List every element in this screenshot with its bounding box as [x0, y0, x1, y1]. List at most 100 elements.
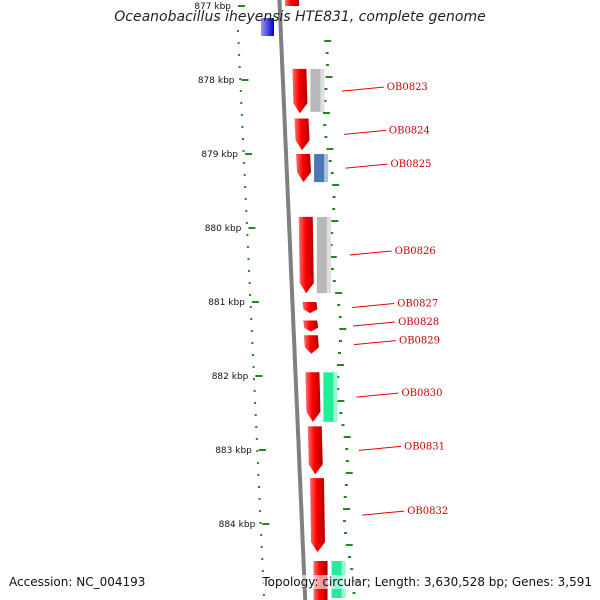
gc-dot [252, 366, 255, 368]
gc-dot [325, 52, 329, 54]
gc-dot [240, 102, 243, 104]
gc-dot [332, 208, 336, 210]
gc-dot [240, 114, 243, 116]
gene-label: OB0831 [404, 441, 445, 452]
gene-fragment-top [285, 0, 299, 6]
gc-dot [323, 100, 327, 102]
gc-dot [345, 544, 353, 546]
gc-dot [241, 126, 244, 128]
gc-dot [350, 568, 354, 570]
gene-arrow-ob0823 [292, 68, 308, 114]
gene-label: OB0823 [387, 82, 428, 93]
gc-dot [337, 400, 345, 402]
genome-summary: Topology: circular; Length: 3,630,528 bp… [262, 575, 592, 589]
gc-dot [243, 174, 246, 176]
gc-dot [255, 426, 258, 428]
gc-dot [250, 318, 253, 320]
gc-dot [239, 90, 242, 92]
gc-dot [254, 414, 257, 416]
scale-tick-label: 883 kbp [215, 446, 252, 456]
gene-leader-line [362, 510, 405, 516]
gc-dot [336, 388, 340, 390]
gc-dot [345, 448, 349, 450]
scale-tick [245, 153, 252, 155]
gc-dot [344, 484, 348, 486]
gc-dot [330, 232, 334, 234]
gene-leader-line [353, 321, 396, 327]
gc-dot [343, 436, 351, 438]
gc-dot [257, 474, 260, 476]
gene-label: OB0832 [407, 506, 448, 517]
scale-tick [251, 301, 259, 303]
gc-dot [323, 124, 327, 126]
gc-dot [330, 268, 334, 270]
gc-dot [238, 66, 241, 68]
gc-dot [251, 342, 254, 344]
gene-label: OB0824 [389, 125, 430, 136]
scale-tick-label: 877 kbp [194, 2, 231, 12]
cog-block-shine [326, 216, 331, 294]
gc-dot [345, 460, 349, 462]
gene-leader-line [349, 250, 392, 256]
gene-arrow-ob0826 [298, 216, 314, 294]
gc-dot [339, 412, 343, 414]
gc-dot [324, 40, 332, 42]
gene-arrow-ob0829 [303, 335, 319, 354]
gene-arrow-ob0831 [307, 426, 323, 475]
gc-dot [258, 498, 261, 500]
topology-label: Topology: circular; Length: 3,630,528 bp… [262, 575, 592, 589]
gc-dot [330, 172, 334, 174]
backbone-line [277, 0, 308, 600]
gc-dot [255, 438, 258, 440]
gc-dot [253, 390, 256, 392]
scale-tick [262, 523, 270, 525]
gene-labels: OB0823 OB0824 OB0825 OB0826 OB0827 OB0828 OB08… [341, 82, 448, 517]
gc-dot [259, 510, 262, 512]
scale-tick [255, 375, 263, 377]
gc-dot [242, 138, 244, 140]
gene-track [292, 68, 328, 600]
gene-arrow-ob0825 [296, 154, 312, 183]
cog-block-shine [324, 154, 329, 183]
scale-tick [241, 79, 249, 81]
backbone-track [261, 0, 308, 600]
gc-dot [337, 364, 344, 366]
gc-dot [331, 220, 339, 222]
scale-tick-label: 884 kbp [219, 520, 256, 530]
gc-dot [258, 486, 260, 488]
gene-arrow-ob0832 [309, 478, 325, 553]
scale-tick-label: 879 kbp [201, 150, 238, 160]
scale-tick-label: 880 kbp [205, 224, 242, 234]
gc-dot [243, 162, 246, 164]
scale-tick-label: 881 kbp [208, 298, 245, 308]
gc-dot [245, 210, 248, 212]
gc-dot [253, 378, 255, 380]
gc-dot [332, 280, 336, 282]
gc-dot [328, 160, 332, 162]
gc-dot [245, 222, 248, 224]
gc-dot [248, 282, 251, 284]
gc-dot [343, 508, 350, 510]
cog-track [310, 68, 346, 598]
gc-dot [344, 532, 347, 534]
gc-dot [260, 534, 263, 536]
gene-arrow-ob0828 [303, 320, 319, 332]
gc-dot [332, 184, 340, 186]
gc-dot [324, 88, 328, 90]
gene-leader-line [358, 445, 402, 451]
highlight-marker [261, 18, 274, 36]
gc-dot [246, 246, 249, 248]
gc-dot [237, 42, 240, 44]
gene-label: OB0830 [402, 388, 443, 399]
gc-dot [324, 136, 328, 138]
gc-dot [339, 340, 342, 342]
gene-leader-line [345, 163, 388, 169]
page-title: Oceanobacillus iheyensis HTE831, complet… [114, 9, 486, 25]
gene-label: OB0826 [395, 246, 436, 257]
cog-block-shine [333, 372, 338, 422]
gc-dot [249, 294, 252, 296]
gc-dot [246, 234, 249, 236]
gc-dot [250, 330, 253, 332]
gc-dot [339, 328, 347, 330]
